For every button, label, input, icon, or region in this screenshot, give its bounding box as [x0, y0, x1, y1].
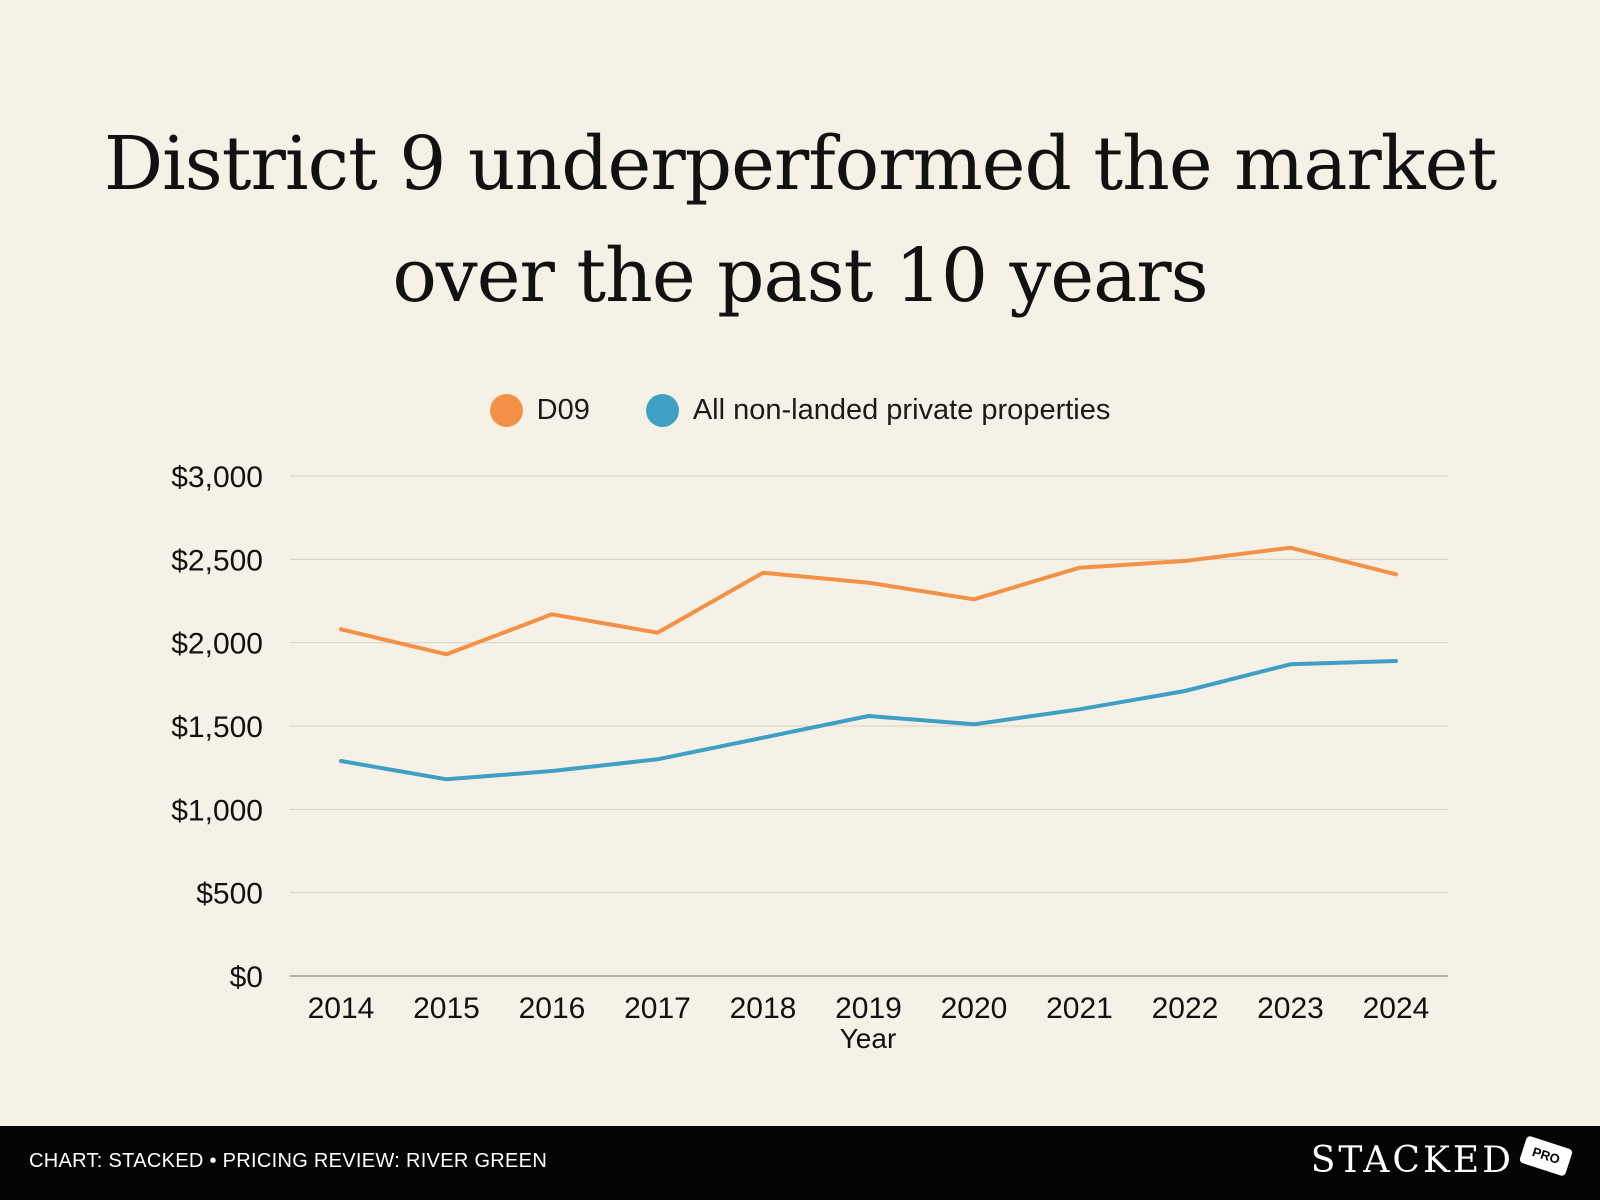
x-tick-label: 2023: [1257, 992, 1324, 1025]
y-tick-label: $0: [230, 961, 263, 994]
y-tick-label: $1,000: [171, 794, 263, 827]
y-tick-label: $3,000: [171, 461, 263, 494]
y-tick-label: $2,500: [171, 544, 263, 577]
chart-title: District 9 underperformed the market ove…: [0, 108, 1600, 332]
legend-label-all-non-landed: All non-landed private properties: [692, 394, 1111, 426]
x-tick-label: 2024: [1363, 992, 1430, 1025]
legend-item-all-non-landed: All non-landed private properties: [645, 394, 1111, 427]
x-tick-label: 2014: [308, 992, 375, 1025]
legend-label-d09: D09: [536, 394, 590, 426]
x-tick-label: 2018: [730, 992, 797, 1025]
legend-dot-all-non-landed: [645, 394, 679, 427]
footer-bar: CHART: STACKED • PRICING REVIEW: RIVER G…: [0, 1126, 1600, 1200]
chart-title-line-1: District 9 underperformed the market: [103, 121, 1497, 207]
legend-dot-d09: [489, 394, 523, 427]
y-tick-label: $500: [196, 878, 263, 911]
series-line-all-non-landed: [339, 659, 1398, 782]
x-tick-label: 2019: [835, 992, 902, 1025]
brand-logo: STACKED: [1310, 1140, 1514, 1181]
x-tick-label: 2017: [624, 992, 691, 1025]
series-line-d09: [339, 545, 1398, 657]
x-tick-label: 2016: [519, 992, 586, 1025]
legend-item-d09: D09: [489, 394, 590, 427]
x-tick-label: 2015: [413, 992, 480, 1025]
x-tick-label: 2020: [941, 992, 1008, 1025]
x-axis-title: Year: [840, 1023, 897, 1054]
brand-pro-tag: PRO: [1518, 1135, 1574, 1177]
y-tick-label: $1,500: [171, 711, 263, 744]
line-chart: $0 $500 $1,000 $1,500 $2,000 $2,500 $3,000 2014…: [171, 461, 1448, 1054]
chart-title-line-2: over the past 10 years: [392, 233, 1208, 319]
y-tick-label: $2,000: [171, 628, 263, 661]
chart-legend: D09 All non-landed private properties: [0, 394, 1600, 427]
footer-credit: CHART: STACKED • PRICING REVIEW: RIVER G…: [29, 1150, 548, 1172]
x-tick-label: 2022: [1152, 992, 1219, 1025]
x-tick-label: 2021: [1046, 992, 1113, 1025]
